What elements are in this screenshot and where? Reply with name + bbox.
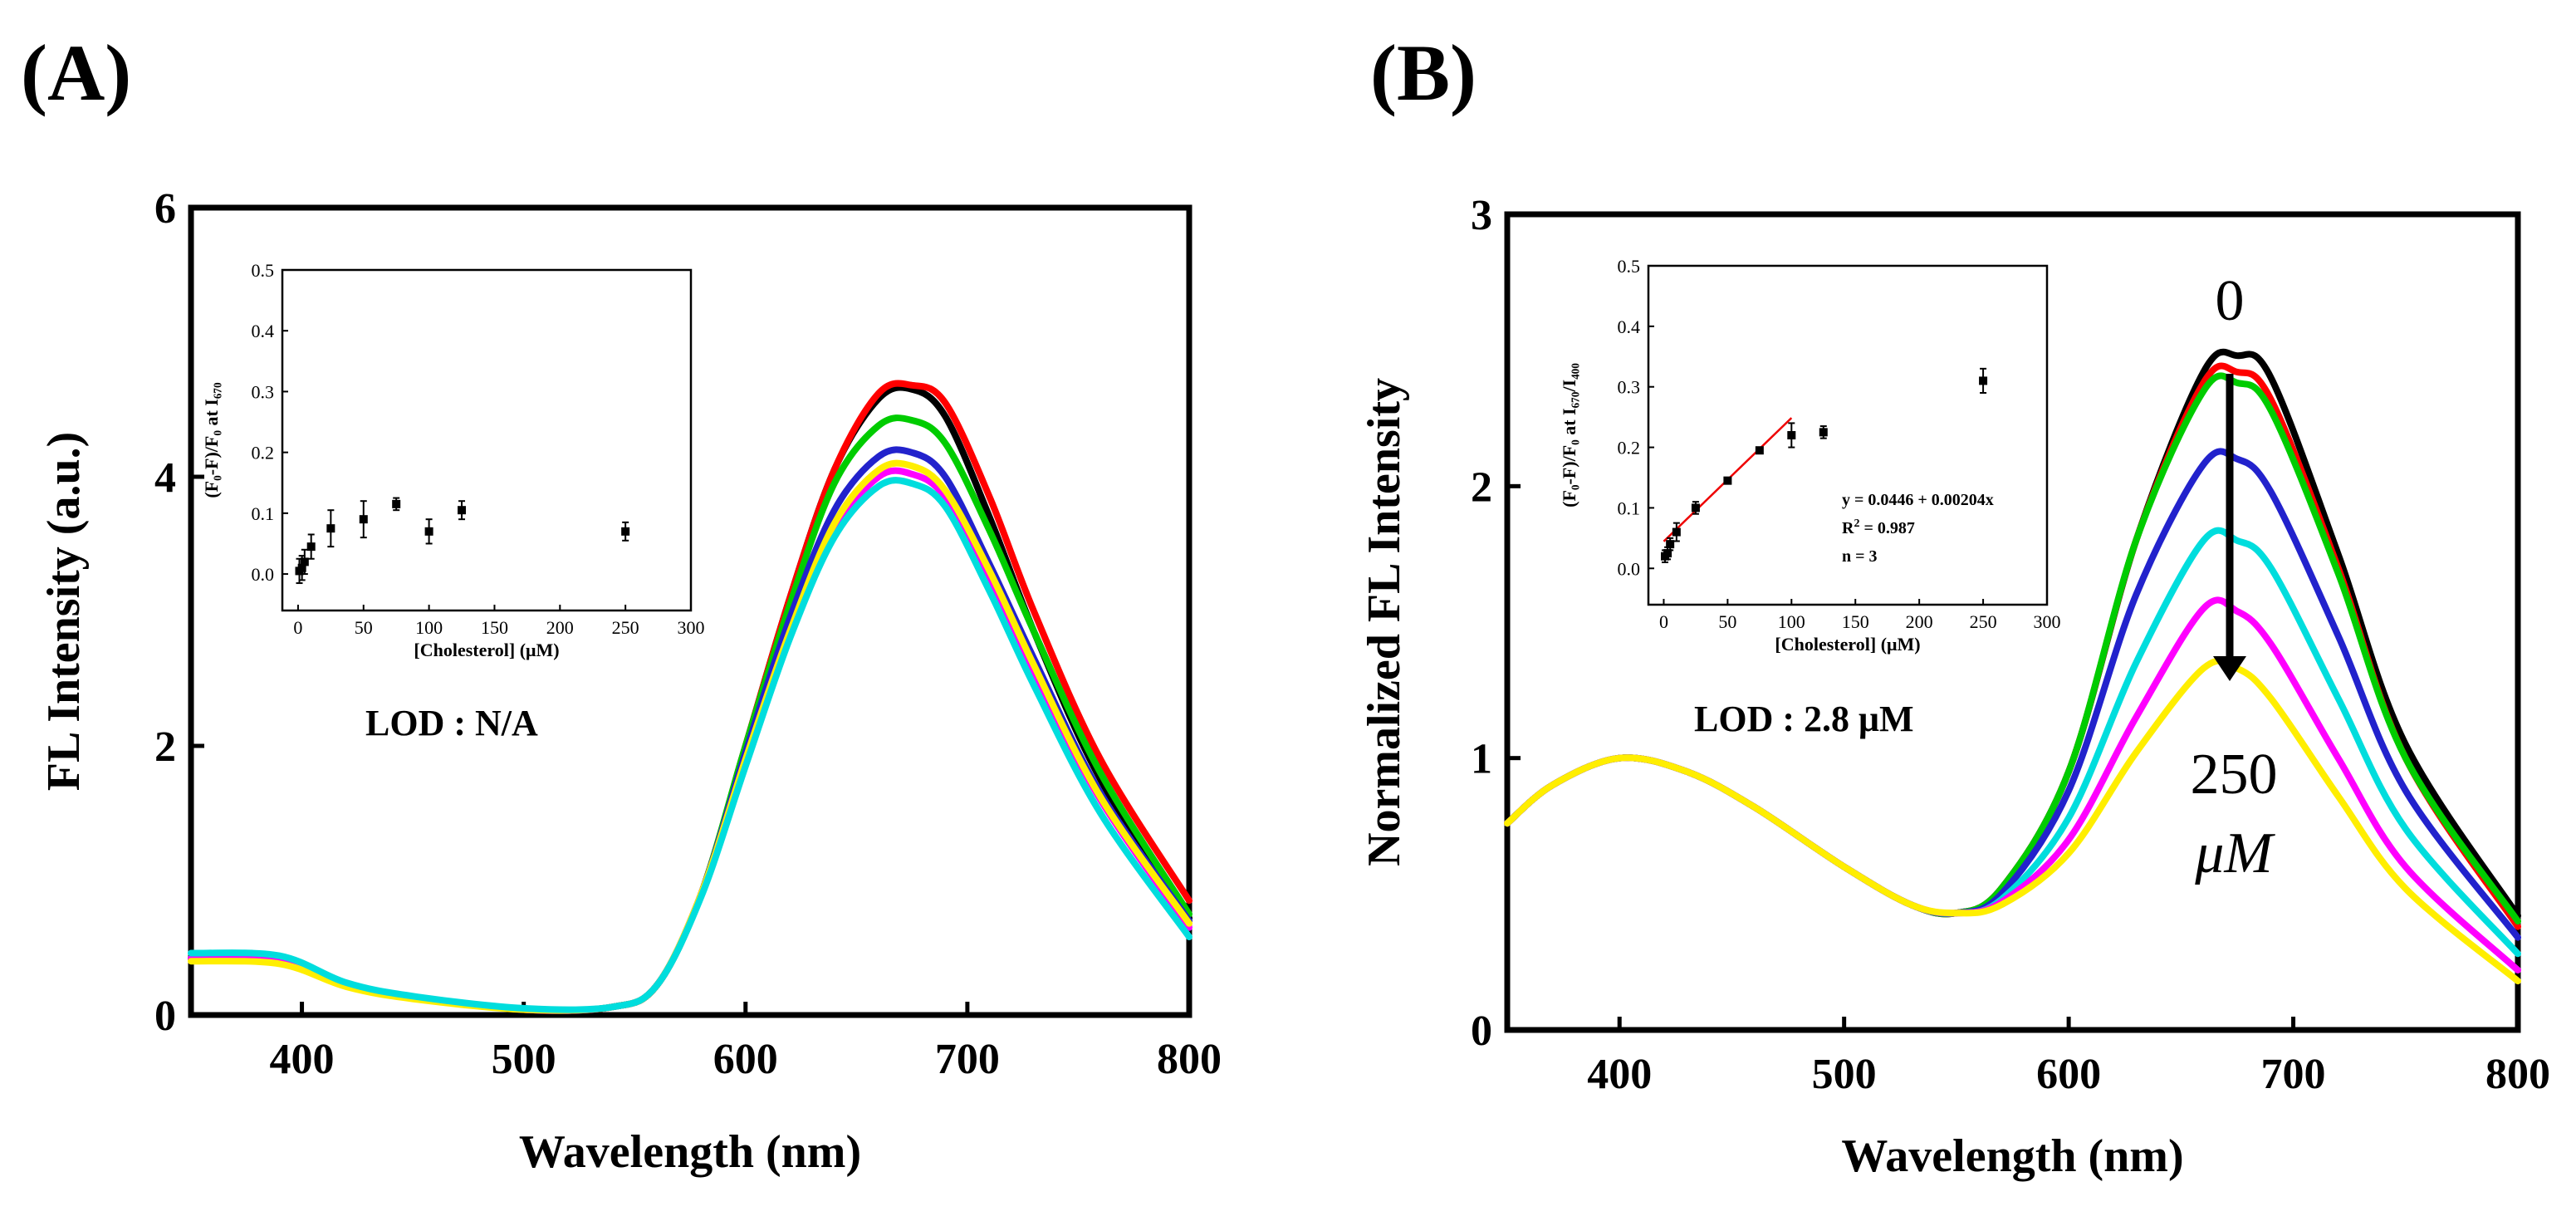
panel-a-inset-y-tick-label: 0.0 [252, 564, 275, 585]
panel-b-main-x-tick-label: 600 [2036, 1051, 2101, 1098]
panel-a-inset-y-axis-label: (F₀-F)/F₀ at I₆₇₀ [201, 382, 222, 498]
panel-b-inset-x-tick-label: 300 [2034, 611, 2061, 632]
inset-data-point [1691, 503, 1700, 512]
panel-b: (B) LOD : 2.8 μM 400 500 600 700 8000123Wave… [1359, 28, 2550, 1182]
panel-b-inset-frame [1647, 264, 2049, 606]
panel-a-main-y-tick-label: 4 [154, 454, 176, 502]
panel-b-inset-y-tick-label: 0.3 [1618, 377, 1641, 398]
panel-a-main-x-axis-label: Wavelength (nm) [519, 1126, 861, 1178]
arrow-top-label: 0 [2216, 269, 2245, 333]
panel-b-main-x-tick-label: 700 [2261, 1051, 2326, 1098]
inset-background [282, 270, 691, 610]
inset-data-point [359, 515, 368, 524]
panel-a-lod: LOD : N/A [365, 703, 538, 743]
panel-a-main-y-axis-label: FL Intensity (a.u.) [38, 432, 90, 792]
inset-data-point [458, 506, 467, 515]
inset-n-count: n = 3 [1842, 547, 1878, 566]
inset-data-point [1666, 540, 1675, 549]
inset-data-point [300, 557, 309, 566]
panel-b-main-y-tick-label: 2 [1471, 463, 1492, 511]
panel-a-inset-plot: 0 50 100 150 200 250 300 0.0 0.1 0.2 0.3 0.4 0.5 [Cho… [201, 260, 705, 660]
inset-data-point [297, 563, 306, 572]
inset-data-point [1723, 476, 1732, 485]
panel-a-inset-x-tick-label: 250 [612, 617, 639, 638]
panel-a-main-y-tick-label: 0 [154, 993, 176, 1040]
panel-b-inset-x-axis-label: [Cholesterol] (μM) [1775, 634, 1920, 655]
arrow-bottom-label-unit: μM [2194, 821, 2275, 885]
panel-a-inset-y-tick-label: 0.4 [252, 321, 275, 341]
panel-b-inset-x-tick-label: 250 [1970, 611, 1997, 632]
panel-a-inset-x-tick-label: 100 [415, 617, 443, 638]
inset-data-point [424, 527, 433, 536]
panel-b-main-y-tick-label: 1 [1471, 736, 1492, 783]
inset-data-point [621, 527, 630, 536]
panel-a: (A) LOD : N/A 400 500 600 700 8000246Wavelen… [21, 28, 1222, 1178]
inset-r-squared: R2 = 0.987 [1842, 517, 1915, 537]
panel-a-inset-x-tick-label: 0 [293, 617, 302, 638]
inset-data-point [392, 499, 401, 508]
series-line-yellow [1504, 657, 2521, 985]
panel-b-main-y-tick-label: 3 [1471, 192, 1492, 239]
panel-a-main-x-tick-label: 800 [1157, 1036, 1222, 1083]
arrow-bottom-label-number: 250 [2191, 743, 2278, 807]
inset-data-point [1979, 376, 1988, 385]
panel-a-inset-y-tick-label: 0.5 [252, 260, 275, 281]
panel-b-inset-y-tick-label: 0.2 [1618, 438, 1641, 458]
panel-b-inset-x-tick-label: 150 [1842, 611, 1869, 632]
panel-a-main-x-tick-label: 700 [935, 1036, 1000, 1083]
panel-a-main-x-tick-label: 600 [713, 1036, 778, 1083]
inset-fit-equation: y = 0.0446 + 0.00204x [1842, 491, 1994, 509]
panel-b-inset-y-tick-label: 0.1 [1618, 498, 1641, 518]
inset-data-point [326, 524, 335, 533]
panel-a-inset-y-tick-label: 0.1 [252, 503, 275, 524]
panel-b-inset-x-tick-label: 100 [1778, 611, 1805, 632]
panel-b-main-y-tick-label: 0 [1471, 1008, 1492, 1055]
inset-data-point [1787, 431, 1796, 439]
panel-a-inset-x-tick-label: 300 [678, 617, 705, 638]
panel-b-inset-x-tick-label: 0 [1659, 611, 1668, 632]
panel-a-main-x-tick-label: 500 [492, 1036, 556, 1083]
panel-b-lod: LOD : 2.8 μM [1694, 699, 1913, 739]
panel-b-inset-y-axis-label: (F₀-F)/F₀ at I₆₇₀/I₄₀₀ [1559, 363, 1579, 508]
panel-b-inset-y-tick-label: 0.5 [1618, 256, 1641, 277]
panel-a-letter: (A) [21, 28, 131, 117]
panel-a-inset-x-tick-label: 50 [355, 617, 373, 638]
panel-a-inset-frame [281, 268, 693, 612]
inset-data-point [1819, 428, 1828, 437]
inset-background [1648, 266, 2047, 605]
inset-data-point [306, 542, 316, 552]
panel-a-inset-x-axis-label: [Cholesterol] (μM) [414, 640, 559, 660]
panel-b-inset-x-tick-label: 200 [1906, 611, 1933, 632]
panel-a-main-frame [188, 204, 1193, 1018]
panel-a-inset-y-tick-label: 0.2 [252, 443, 275, 463]
panel-a-inset-x-tick-label: 200 [546, 617, 574, 638]
panel-a-inset-y-tick-label: 0.3 [252, 381, 275, 402]
panel-b-main-x-tick-label: 500 [1812, 1051, 1877, 1098]
panel-b-main-y-axis-label: Normalized FL Intensity [1359, 378, 1410, 866]
panel-a-inset-x-tick-label: 150 [481, 617, 508, 638]
inset-data-point [1672, 527, 1681, 537]
inset-data-point [1755, 446, 1764, 455]
panel-b-inset-x-tick-label: 50 [1718, 611, 1736, 632]
panel-a-main-x-tick-label: 400 [270, 1036, 335, 1083]
panel-b-main-x-tick-label: 400 [1587, 1051, 1652, 1098]
concentration-arrow [2213, 374, 2246, 681]
panel-a-main-y-tick-label: 2 [154, 723, 176, 771]
panel-b-inset-y-tick-label: 0.0 [1618, 558, 1641, 579]
panel-b-main-frame [1504, 211, 2521, 1033]
panel-b-main-x-axis-label: Wavelength (nm) [1841, 1130, 2183, 1182]
panel-b-inset-y-tick-label: 0.4 [1618, 316, 1641, 337]
panel-b-inset-plot: 0 50 100 150 200 250 300 0.0 0.1 0.2 0.3 0.4 0.5 [Cho… [1559, 256, 2061, 655]
panel-a-main-y-tick-label: 6 [154, 185, 176, 233]
inset-data-point [1663, 549, 1672, 558]
panel-b-main-x-tick-label: 800 [2485, 1051, 2550, 1098]
panel-b-letter: (B) [1370, 28, 1477, 117]
series-line-cyan [188, 477, 1193, 1013]
